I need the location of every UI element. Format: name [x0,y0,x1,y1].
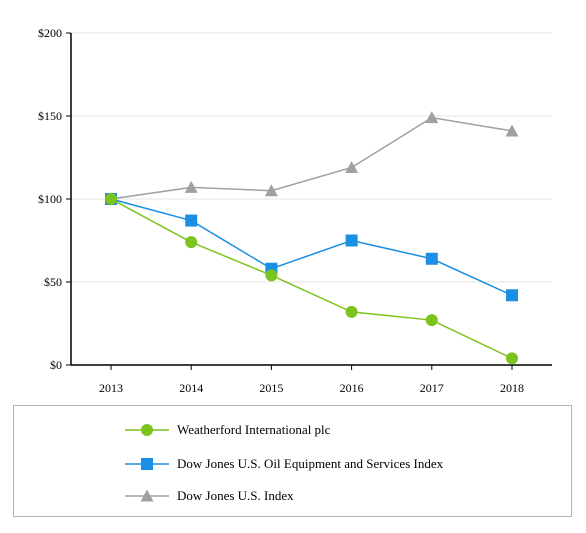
data-point [345,234,358,247]
data-point [425,252,438,265]
y-tick-label: $100 [38,192,62,206]
series-lines [104,111,519,365]
x-tick-label: 2017 [420,381,444,395]
data-point [265,269,278,282]
series-1 [105,193,518,302]
x-tick-label: 2018 [500,381,524,395]
data-point [425,111,439,124]
y-tick-label: $150 [38,109,62,123]
gridlines [71,32,552,283]
series-line [110,116,513,200]
series-line [110,198,513,296]
data-point [264,184,278,197]
legend-label: Weatherford International plc [177,422,331,437]
legend-item-oil-equipment-index: Dow Jones U.S. Oil Equipment and Service… [125,454,443,474]
y-tick-label: $50 [44,275,62,289]
x-tick-labels: 2013 2014 2015 2016 2017 2018 [99,381,524,395]
legend-marker-triangle-icon [125,489,169,502]
data-point [506,289,518,302]
legend-label: Dow Jones U.S. Index [177,488,294,503]
series-0 [105,193,518,365]
series-line [110,198,513,360]
data-point [425,314,438,327]
x-tick-label: 2015 [259,381,283,395]
data-point [345,160,359,173]
data-point [185,236,198,249]
legend-marker-circle-icon [125,424,169,436]
series-2 [104,111,519,205]
legend-marker-square-icon [125,458,169,470]
x-tick-label: 2013 [99,381,123,395]
data-point [184,180,198,193]
y-tick-label: $200 [38,26,62,40]
x-tick-label: 2016 [340,381,364,395]
data-point [105,193,117,205]
data-point [506,352,518,365]
x-tick-label: 2014 [179,381,203,395]
y-tick-label: $0 [50,358,62,372]
data-point [505,124,519,137]
legend: Weatherford International plc Dow Jones … [13,405,572,517]
legend-item-dow-jones-us-index: Dow Jones U.S. Index [125,486,294,506]
data-point [345,305,358,318]
data-point [185,214,198,227]
legend-item-weatherford: Weatherford International plc [125,420,330,440]
line-chart: $0$50$100$150$200 2013 2014 2015 2016 2017 20… [38,26,552,395]
legend-label: Dow Jones U.S. Oil Equipment and Service… [177,456,444,471]
y-tick-labels: $0 $50 $100 $150 $200 [38,26,62,372]
axes [66,32,552,370]
